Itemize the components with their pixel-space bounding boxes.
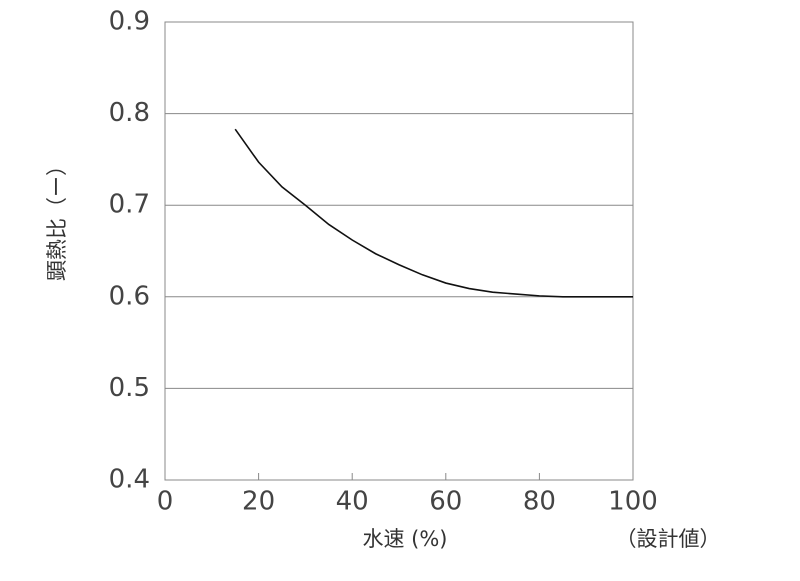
y-tick-label: 0.4 <box>109 465 150 495</box>
x-tick-label: 0 <box>157 487 174 517</box>
data-line <box>234 128 633 298</box>
x-tick-label: 80 <box>523 487 556 517</box>
y-tick-label: 0.5 <box>109 373 150 403</box>
y-axis-label: 顕熱比（ー） <box>45 155 69 281</box>
plot-frame <box>164 21 634 481</box>
y-tick-label: 0.6 <box>109 281 150 311</box>
y-tick-label: 0.9 <box>109 7 150 37</box>
x-tick-label: 100 <box>608 487 658 517</box>
y-tick-label: 0.7 <box>109 190 150 220</box>
x-tick-label: 60 <box>429 487 462 517</box>
x-tick-label: 40 <box>336 487 369 517</box>
y-tick-label: 0.8 <box>109 98 150 128</box>
x-tick-label: 20 <box>242 487 275 517</box>
annotation: （設計値） <box>616 527 721 551</box>
x-axis-label: 水速 (%) <box>362 527 447 551</box>
